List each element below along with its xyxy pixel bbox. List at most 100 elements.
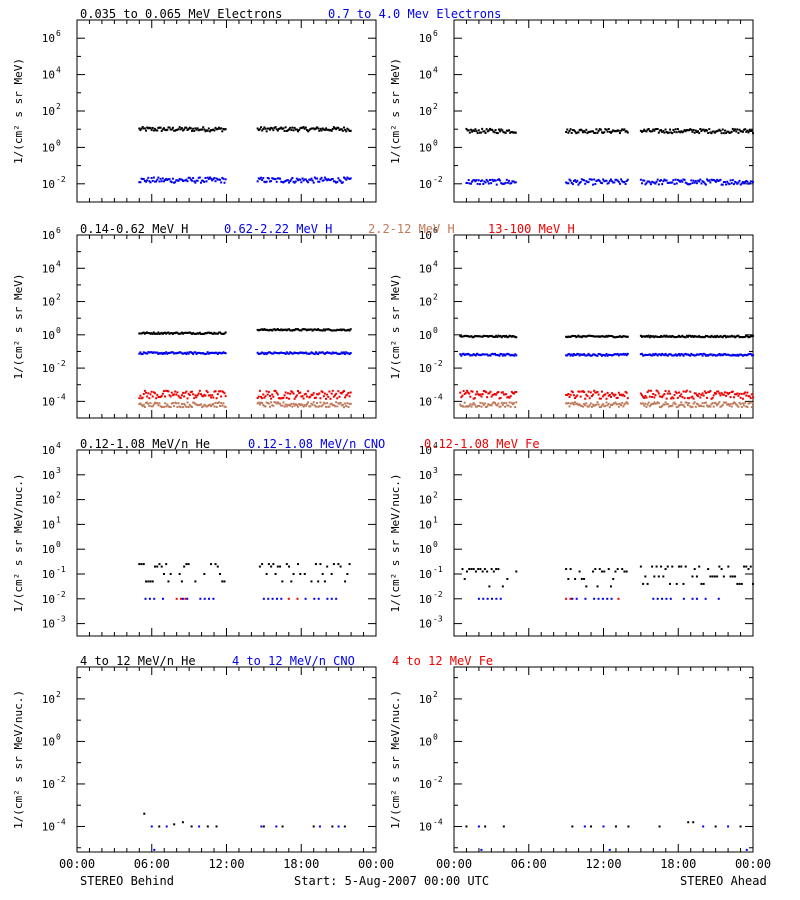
panel-1-ahead-series-3-point [728, 404, 731, 407]
panel-1-ahead-series-2-point [479, 393, 482, 396]
panel-1-ahead-series-3-point [474, 405, 477, 408]
panel-1-behind-series-2-point [345, 394, 348, 397]
panel-0-ahead-series-1-point [480, 180, 483, 183]
panel-0-behind-series-0-point [312, 127, 315, 130]
panel-1-ahead-series-0-point [586, 334, 589, 337]
panel-0-ahead-series-0-point [670, 131, 673, 134]
panel-2-ahead-series-2-point [565, 597, 568, 600]
panel-1-behind-series-0-point [151, 332, 154, 335]
panel-1-behind-series-0-point [166, 331, 169, 334]
panel-0-behind-series-0-point [264, 127, 267, 130]
panel-1-behind-series-3-point [309, 405, 312, 408]
panel-1-behind-series-1-point [289, 351, 292, 354]
panel-0-ahead-series-1-point [725, 183, 728, 186]
panel-0-behind-series-1-point [176, 179, 179, 182]
panel-0-ahead-series-1-point [660, 179, 663, 182]
panel-1-behind-series-2-point [338, 395, 341, 398]
panel-1-behind-series-1-point [270, 352, 273, 355]
panel-1-ahead-series-0-point [574, 335, 577, 338]
panel-2-ahead-series-0-point [612, 577, 615, 580]
panel-1-ahead-series-2-point [648, 395, 651, 398]
panel-1-ahead-series-2-point [510, 390, 513, 393]
panel-1-behind-series-1-point [184, 351, 187, 354]
panel-1-ahead-series-3-point [701, 402, 704, 405]
panel-1-behind-series-1-point [208, 351, 211, 354]
panel-0-ahead-series-1-point [472, 179, 475, 182]
panel-1-ahead-series-2-point [623, 395, 626, 398]
panel-1-ahead-series-3-point [566, 402, 569, 405]
panel-0-ahead-series-1-point [514, 181, 517, 184]
panel-1-ahead-series-0-point [744, 335, 747, 338]
panel-1-ahead-series-2-point [464, 391, 467, 394]
panel-2-behind-series-1-point [212, 597, 215, 600]
panel-1-behind-series-1-point [279, 351, 282, 354]
panel-1-ahead-series-0-point [474, 335, 477, 338]
panel-1-behind-series-1-point [292, 352, 295, 355]
panel-0-ahead-series-0-point [486, 130, 489, 133]
panel-1-behind-series-2-point [196, 394, 199, 397]
panel-1-behind-series-0-point [317, 328, 320, 331]
panel-0-behind-series-1-point [329, 179, 332, 182]
panel-1-ahead-series-2-point [735, 393, 738, 396]
panel-1-behind-series-0-point [292, 328, 295, 331]
panel-1-behind-series-2-point [187, 392, 190, 395]
panel-1-ahead-series-2-point [670, 397, 673, 400]
panel-0-ahead-series-0-point [645, 130, 648, 133]
panel-1-ahead-series-2-point [720, 392, 723, 395]
panel-1-behind-series-1-point [264, 351, 267, 354]
panel-1-ahead-series-2-point [607, 394, 610, 397]
panel-0-ahead-series-0-point [662, 130, 665, 133]
panel-1-ahead-series-2-point [578, 390, 581, 393]
panel-0-ahead-series-1-point [647, 180, 650, 183]
panel-1-ahead-series-3-point [663, 403, 666, 406]
panel-0-ahead-series-1-point [612, 181, 615, 184]
panel-0-ahead-series-1-point [640, 182, 643, 185]
panel-0-ahead-series-1-point [469, 182, 472, 185]
panel-1-behind-series-1-point [223, 351, 226, 354]
panel-0-ahead-series-0-point [572, 129, 575, 132]
panel-1-ahead-series-0-point [585, 335, 588, 338]
panel-0-behind-series-1-point [277, 177, 280, 180]
panel-2-behind-series-0-point [314, 563, 317, 566]
panel-1-ahead-series-0-point [571, 334, 574, 337]
panel-0-ahead-series-0-point [487, 129, 490, 132]
panel-1-ahead-series-0-point [745, 334, 748, 337]
panel-1-behind-series-0-point [138, 332, 141, 335]
panel-2-ahead-series-0-point [621, 568, 624, 571]
panel-0-behind-series-0-point [325, 127, 328, 130]
panel-1-behind-series-1-point [312, 352, 315, 355]
panel-1-ahead-series-0-point [501, 335, 504, 338]
panel-0-behind-series-1-point [264, 181, 267, 184]
panel-0-ahead-series-1-point [596, 179, 599, 182]
panel-1-ahead-series-3-point [750, 406, 753, 409]
panel-0-behind-series-1-point [340, 181, 343, 184]
panel-1-ahead-series-1-point [493, 352, 496, 355]
panel-1-behind-series-3-point [284, 403, 287, 406]
panel-1-ahead-series-1-point [514, 353, 517, 356]
panel-1-behind-series-3-point [170, 402, 173, 405]
panel-0-behind-series-0-point [273, 126, 276, 129]
panel-0-ahead-series-0-point [588, 130, 591, 133]
panel-0-ahead-series-0-point [749, 130, 752, 133]
panel-0-behind-series-0-point [316, 126, 319, 129]
panel-0-behind-series-0-point [271, 127, 274, 130]
panel-1-ahead-series-1-point [473, 353, 476, 356]
panel-1-behind-series-1-point [198, 351, 201, 354]
panel-0-ahead-series-0-point [497, 128, 500, 131]
panel-1-behind-series-1-point [148, 351, 151, 354]
panel-0-behind-series-0-point [347, 128, 350, 131]
panel-0-ahead-series-0-point [611, 130, 614, 133]
panel-0-behind-series-0-point [151, 126, 154, 129]
panel-1-behind-series-2-point [176, 391, 179, 394]
panel-1-ahead-series-3-point [609, 403, 612, 406]
panel-0-behind-series-0-point [193, 129, 196, 132]
panel-1-ahead-series-0-point [690, 335, 693, 338]
panel-1-ahead-series-0-point [465, 335, 468, 338]
panel-0-ahead-series-0-point [605, 128, 608, 131]
panel-0-behind-series-0-point [160, 129, 163, 132]
panel-2-behind-ytick-exp: 1 [56, 515, 61, 524]
panel-0-behind-series-0-point [189, 127, 192, 130]
panel-1-behind-series-3-point [326, 402, 329, 405]
panel-1-ahead-series-1-point [578, 354, 581, 357]
panel-1-behind-series-0-point [158, 332, 161, 335]
